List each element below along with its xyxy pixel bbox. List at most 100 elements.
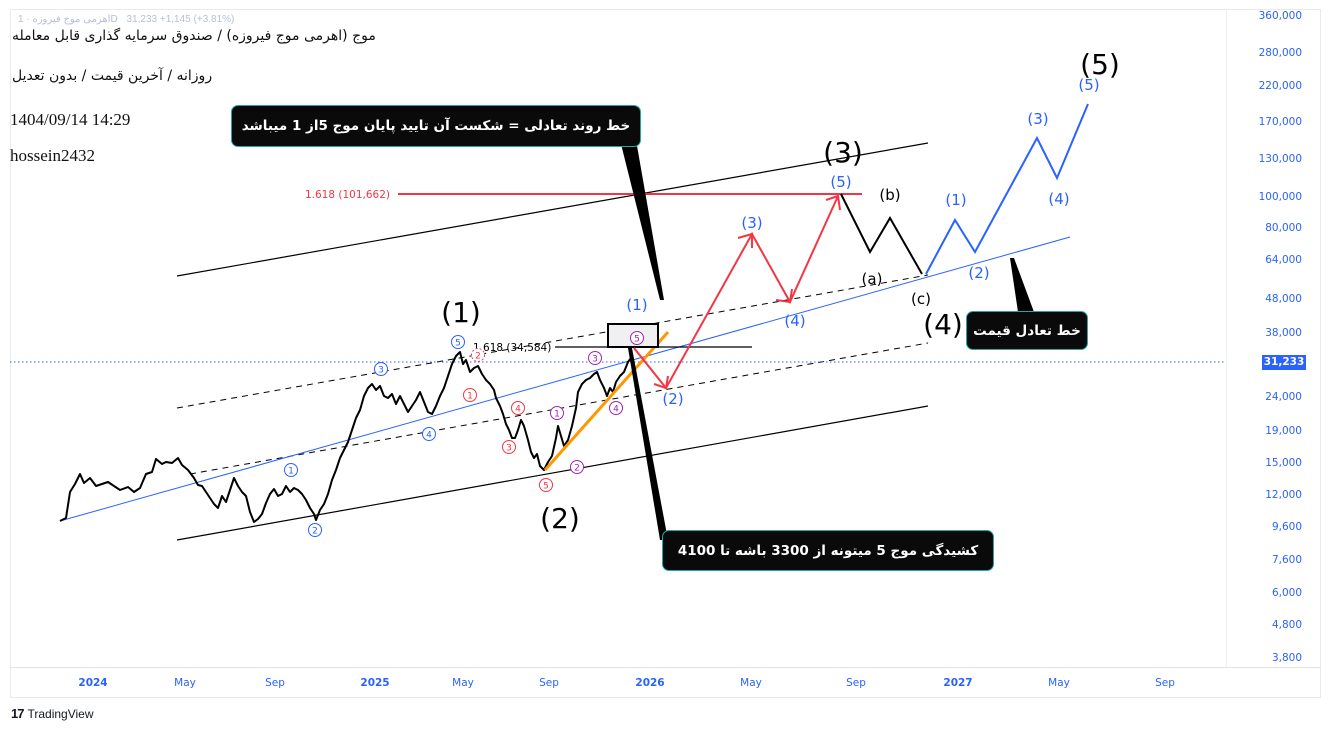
equilibrium-trendline (59, 236, 1071, 522)
price-tick: 130,000 (1258, 153, 1302, 165)
minor-waves-purple: 1 2 3 4 5 (550, 331, 644, 474)
legend-symbol: اهرمی موج فیروزه · 1D (18, 14, 118, 25)
svg-text:1: 1 (288, 467, 294, 477)
callout-equilibrium-line[interactable]: خط تعادل قیمت (966, 311, 1088, 350)
callout-trendline-break[interactable]: خط روند تعادلی = شکست آن تایید پایان موج… (231, 105, 641, 147)
price-tick: 100,000 (1258, 191, 1302, 203)
svg-text:1: 1 (554, 410, 560, 420)
wave-label-b: (b) (879, 186, 900, 204)
price-tick: 80,000 (1265, 222, 1302, 234)
svg-text:5: 5 (634, 335, 640, 345)
price-tick: 4,800 (1271, 619, 1302, 631)
wave-label-a: (a) (862, 270, 883, 288)
tradingview-logo[interactable]: 17 TradingView (11, 706, 94, 721)
proj-label-3b: (3) (1027, 110, 1048, 128)
wave-label-4: (4) (923, 308, 963, 341)
price-tick: 19,000 (1265, 425, 1302, 437)
time-tick: 2024 (78, 677, 108, 689)
proj-label-1b: (1) (945, 191, 966, 209)
price-tick: 360,000 (1258, 10, 1302, 22)
proj-label-4b: (4) (1048, 190, 1069, 208)
price-tick: 9,600 (1271, 521, 1302, 533)
svg-text:2: 2 (574, 464, 580, 474)
time-tick: May (452, 677, 474, 689)
arrowhead-4 (775, 288, 793, 304)
fib-label-black: 1.618 (34,584) (473, 342, 551, 354)
price-tick: 12,000 (1265, 489, 1302, 501)
callout-top-pointer (620, 140, 664, 300)
projection-abc-path (840, 193, 923, 275)
current-price-badge: 31,233 (1262, 355, 1306, 370)
fib-label-red: 1.618 (101,662) (305, 189, 390, 201)
arrowhead-3 (737, 232, 753, 248)
price-tick: 7,600 (1271, 554, 1302, 566)
time-tick: 2026 (635, 677, 665, 689)
time-axis-separator (10, 667, 1321, 668)
chart-frame (10, 9, 1321, 698)
time-tick: Sep (265, 677, 285, 689)
arrowhead-5 (825, 194, 841, 211)
wave-trendline-orange (543, 331, 670, 471)
wave-label-c: (c) (911, 290, 931, 308)
proj-label-2b: (2) (968, 264, 989, 282)
time-tick: Sep (846, 677, 866, 689)
tradingview-wordmark: TradingView (27, 706, 94, 721)
channel-dashed-upper (176, 274, 929, 409)
svg-text:4: 4 (613, 405, 619, 415)
price-tick: 6,000 (1271, 587, 1302, 599)
price-axis-separator (1226, 9, 1227, 668)
chart-canvas[interactable]: (1) (2) (3) (4) (5) (a) (b) (c) (1) (2) … (0, 0, 1226, 667)
proj-label-3a: (3) (741, 214, 762, 232)
wave-label-1: (1) (441, 296, 481, 329)
wave-label-3: (3) (823, 136, 863, 169)
legend-values: 31,233 +1,145 (+3.81%) (126, 14, 235, 25)
minor-waves-red: 1 2 3 4 5 (463, 348, 553, 492)
time-tick: Sep (1155, 677, 1175, 689)
price-tick: 64,000 (1265, 254, 1302, 266)
svg-text:1: 1 (467, 392, 473, 402)
price-tick: 38,000 (1265, 327, 1302, 339)
svg-text:4: 4 (426, 431, 432, 441)
wave-label-2: (2) (540, 502, 580, 535)
proj-label-4a: (4) (784, 312, 805, 330)
proj-label-1a: (1) (626, 296, 647, 314)
svg-text:3: 3 (506, 444, 512, 454)
price-tick: 280,000 (1258, 47, 1302, 59)
symbol-legend[interactable]: اهرمی موج فیروزه · 1D 31,233 +1,145 (+3.… (18, 14, 234, 25)
price-tick: 220,000 (1258, 80, 1302, 92)
svg-text:5: 5 (455, 339, 461, 349)
callout-bottom-pointer (628, 348, 668, 540)
price-tick: 24,000 (1265, 391, 1302, 403)
svg-text:2: 2 (312, 527, 318, 537)
time-tick: May (1048, 677, 1070, 689)
arrowhead-2 (653, 375, 669, 390)
chart-title: موج (اهرمی موج فیروزه) / صندوق سرمایه گذ… (12, 28, 376, 44)
proj-label-5b: (5) (1078, 76, 1099, 94)
author-name: hossein2432 (10, 146, 95, 165)
price-tick: 48,000 (1265, 293, 1302, 305)
time-tick: 2025 (360, 677, 390, 689)
price-tick: 15,000 (1265, 457, 1302, 469)
time-tick: May (174, 677, 196, 689)
channel-lower-line (176, 405, 929, 541)
minor-waves-blue: 1 2 3 4 5 (284, 335, 465, 537)
price-tick: 3,800 (1271, 652, 1302, 664)
time-tick: 2027 (943, 677, 973, 689)
projection-red-path (633, 195, 839, 390)
svg-text:2: 2 (475, 352, 481, 362)
channel-upper-line (176, 142, 929, 277)
snapshot-datetime: 1404/09/14 14:29 (10, 110, 131, 129)
callout-right-pointer (1010, 258, 1034, 312)
svg-text:3: 3 (378, 366, 384, 376)
svg-text:5: 5 (543, 482, 549, 492)
tradingview-logo-icon: 17 (11, 706, 25, 721)
callout-wave5-extension[interactable]: کشیدگی موج 5 میتونه از 3300 باشه تا 4100 (662, 530, 994, 571)
svg-text:4: 4 (515, 405, 521, 415)
price-tick: 170,000 (1258, 116, 1302, 128)
chart-subtitle: روزانه / آخرین قیمت / بدون تعدیل (12, 68, 213, 84)
svg-text:3: 3 (592, 355, 598, 365)
time-tick: May (740, 677, 762, 689)
time-tick: Sep (539, 677, 559, 689)
price-line (59, 351, 632, 523)
proj-label-2a: (2) (662, 390, 683, 408)
